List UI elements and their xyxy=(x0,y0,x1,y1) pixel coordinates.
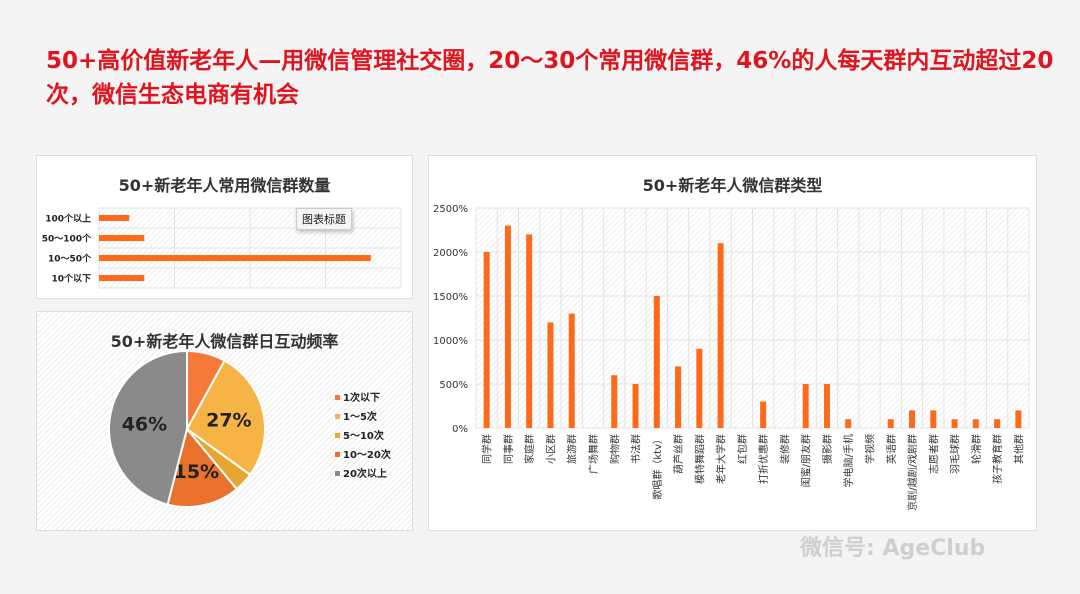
pie-slice xyxy=(108,349,188,506)
bar xyxy=(823,384,830,428)
bar xyxy=(802,384,809,428)
y-tick-label: 1000% xyxy=(433,336,468,347)
y-tick-label: 500% xyxy=(439,380,468,391)
x-tick-label: 老年大学群 xyxy=(715,434,728,484)
hbar-svg: 100个以上 50～100个 10～50个 10个以下 xyxy=(42,207,402,289)
x-tick-label: 装修群 xyxy=(778,434,791,464)
bar xyxy=(504,225,511,428)
pie-slice xyxy=(166,426,239,508)
legend-swatch xyxy=(335,395,340,400)
pie-svg: 1次以下 27% 1～5次 5～10次 15% 10～20次 46% 20次以上 xyxy=(108,349,391,508)
legend-label: 1次以下 xyxy=(343,391,380,404)
x-tick-label: 购物群 xyxy=(608,434,621,464)
category-label: 100个以上 xyxy=(45,213,91,225)
x-tick-label: 葫芦丝群 xyxy=(672,434,685,474)
legend-label: 20次以上 xyxy=(343,467,387,480)
legend-swatch xyxy=(335,433,340,438)
y-tick-label: 2500% xyxy=(433,204,468,215)
chart-title: 50+新老年人微信群类型 xyxy=(642,176,823,195)
y-tick-label: 1500% xyxy=(433,292,468,303)
bar xyxy=(547,322,554,428)
x-tick-label: 学视频 xyxy=(863,434,876,464)
watermark: 微信号: AgeClub xyxy=(800,536,986,561)
x-tick-label: 摄影群 xyxy=(821,434,834,464)
x-tick-label: 红包群 xyxy=(736,434,749,464)
interaction-frequency-chart: 50+新老年人微信群日互动频率 1次以下 27% 1～5次 5～10次 15% 10～20… xyxy=(36,311,413,531)
bar xyxy=(568,313,575,428)
bar xyxy=(909,410,916,428)
bar xyxy=(994,419,1001,428)
x-tick-label: 广场舞群 xyxy=(587,434,600,474)
legend-label: 5～10次 xyxy=(343,429,384,442)
bar xyxy=(611,375,618,428)
x-tick-label: 旅游群 xyxy=(566,434,579,464)
bar xyxy=(845,419,852,428)
group-type-chart: 50+新老年人微信群类型 0% 500% 1000% 1500% 2000% 2500% 同… xyxy=(428,155,1037,531)
bar xyxy=(99,235,145,241)
bar xyxy=(99,275,145,281)
x-tick-label: 轮滑群 xyxy=(970,434,983,464)
bar xyxy=(483,252,490,428)
x-tick-label: 闺蜜/朋友群 xyxy=(800,434,813,487)
chart-title: 50+新老年人常用微信群数量 xyxy=(118,176,331,195)
data-label: 46% xyxy=(122,414,167,436)
x-tick-label: 孩子教育群 xyxy=(991,434,1004,484)
group-count-chart: 50+新老年人常用微信群数量 100个以上 50～100个 10～50个 10个以下 xyxy=(36,155,413,299)
bar xyxy=(760,401,767,428)
x-tick-label: 羽毛球群 xyxy=(949,434,962,474)
category-label: 50～100个 xyxy=(42,233,92,245)
category-label: 10个以下 xyxy=(51,273,91,285)
x-tick-label: 京剧/越剧/戏剧群 xyxy=(906,434,919,511)
category-label: 10～50个 xyxy=(48,253,92,265)
x-tick-label: 打折优惠群 xyxy=(757,434,770,484)
legend-label: 10～20次 xyxy=(343,448,391,461)
x-tick-label: 其他群 xyxy=(1012,434,1025,464)
x-tick-label: 英语群 xyxy=(885,434,898,464)
x-tick-label: 同事群 xyxy=(502,434,515,464)
data-label: 15% xyxy=(174,461,219,483)
bar xyxy=(696,348,703,428)
legend-swatch xyxy=(335,471,340,476)
legend-swatch xyxy=(335,414,340,419)
bar xyxy=(526,234,533,428)
chart-title: 50+新老年人微信群日互动频率 xyxy=(110,332,339,351)
y-tick-label: 0% xyxy=(452,424,468,435)
x-tick-label: 学电脑/手机 xyxy=(842,434,855,487)
x-tick-label: 模特舞蹈群 xyxy=(693,434,706,484)
pie-slice xyxy=(185,359,266,477)
bar xyxy=(930,410,937,428)
bar xyxy=(632,384,639,428)
bar xyxy=(675,366,682,428)
chart-title-tooltip: 图表标题 xyxy=(296,208,352,230)
bar xyxy=(951,419,958,428)
bar xyxy=(887,419,894,428)
vbar-svg: 0% 500% 1000% 1500% 2000% 2500% 同学群 同事群 家庭群 小区群 旅游… xyxy=(433,204,1030,511)
bar xyxy=(972,419,979,428)
x-tick-label: 家庭群 xyxy=(523,434,536,464)
bar xyxy=(99,255,371,261)
y-tick-label: 2000% xyxy=(433,248,468,259)
bar xyxy=(99,215,130,221)
x-tick-label: 同学群 xyxy=(481,434,494,464)
legend-swatch xyxy=(335,452,340,457)
x-tick-label: 志愿者群 xyxy=(927,434,940,474)
bar xyxy=(1015,410,1022,428)
legend-label: 1～5次 xyxy=(343,410,377,423)
slide-title: 50+高价值新老年人—用微信管理社交圈，20～30个常用微信群，46%的人每天群… xyxy=(46,48,1054,108)
bar xyxy=(717,243,724,428)
x-tick-label: 书法群 xyxy=(630,434,643,464)
data-label: 27% xyxy=(206,410,251,432)
x-tick-label: 小区群 xyxy=(544,434,557,464)
x-tick-label: 歌唱群（ktv） xyxy=(651,434,664,500)
bar xyxy=(653,296,660,428)
